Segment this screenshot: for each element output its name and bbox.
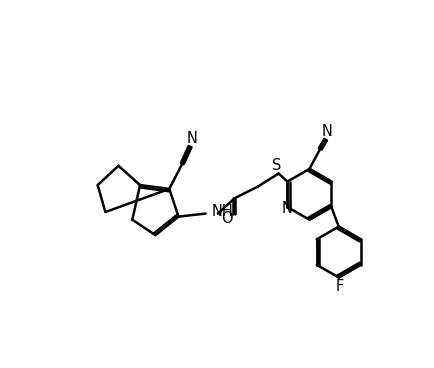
Text: N: N	[281, 201, 292, 216]
Text: S: S	[272, 158, 281, 173]
Text: O: O	[221, 210, 233, 226]
Text: N: N	[322, 124, 332, 139]
Text: F: F	[335, 279, 344, 294]
Text: N: N	[186, 131, 197, 146]
Text: NH: NH	[212, 204, 233, 219]
